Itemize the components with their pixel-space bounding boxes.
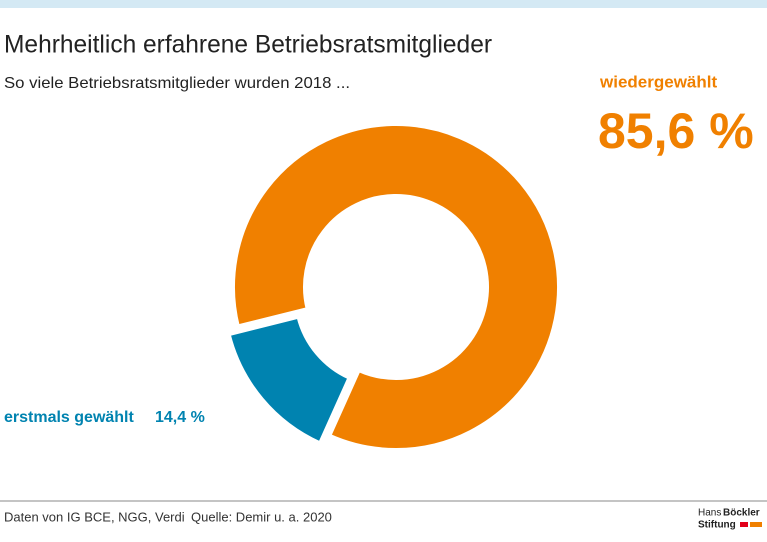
chart-title: Mehrheitlich erfahrene Betriebsratsmitgl… [4,31,492,59]
category-label: wiedergewählt [599,72,717,91]
top-bar [0,0,767,8]
slice [226,314,353,447]
logo-mark [750,522,762,527]
footer-note: Daten von IG BCE, NGG, Verdi [4,509,185,524]
chart-subtitle: So viele Betriebsratsmitglieder wurden 2… [4,75,350,92]
logo-text: Hans [698,508,721,519]
slice [231,122,561,452]
footer-source: Quelle: Demir u. a. 2020 [191,509,332,524]
value-label: 85,6 % [598,103,754,159]
category-label: erstmals gewählt [4,409,135,426]
logo-text: Böckler [723,508,760,519]
logo-mark [740,522,748,527]
logo-text: Stiftung [698,520,736,531]
value-label: 14,4 % [155,409,205,426]
